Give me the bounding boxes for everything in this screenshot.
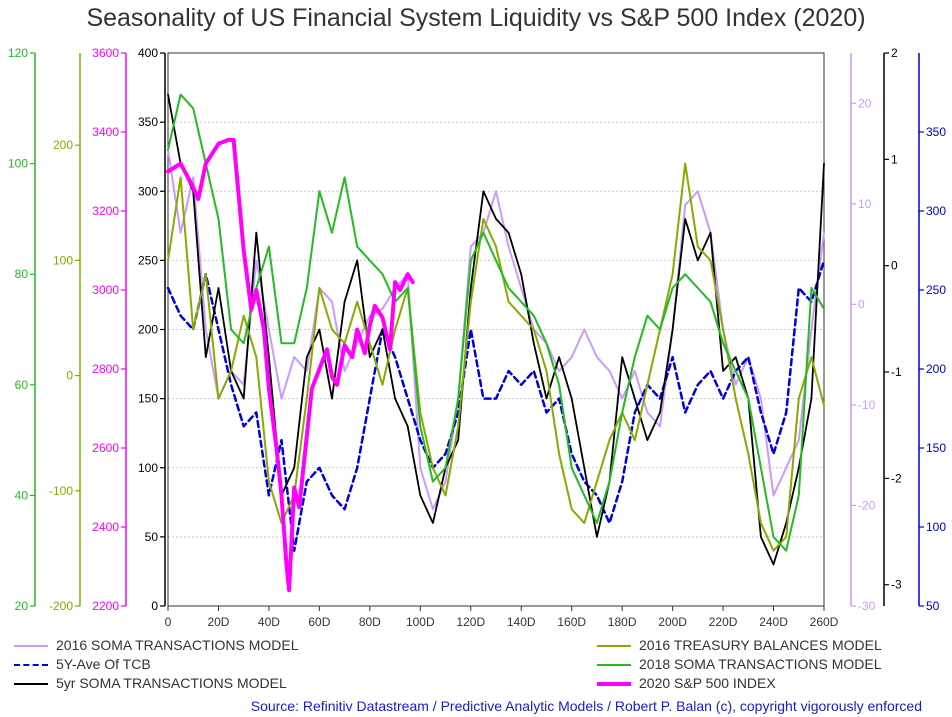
x-tick-label: 260D [810,615,839,629]
legend-item: 2016 SOMA TRANSACTIONS MODEL [14,636,298,655]
y-tick-label: 10 [858,197,872,211]
legend-item: 2016 TREASURY BALANCES MODEL [597,636,882,655]
legend-item: 5Y-Ave Of TCB [14,655,298,674]
x-tick-label: 80D [359,615,381,629]
y-tick-label: 20 [858,96,872,110]
y-tick-label: 150 [138,392,158,406]
y-tick-label: 80 [15,267,29,281]
legend-label: 2016 TREASURY BALANCES MODEL [639,637,882,653]
y-tick-label: 300 [926,204,946,218]
x-tick-label: 180D [608,615,637,629]
legend-label: 5yr SOMA TRANSACTIONS MODEL [56,675,287,691]
legend-swatch [597,663,631,666]
x-tick-label: 200D [658,615,687,629]
legend-right: 2016 TREASURY BALANCES MODEL 2018 SOMA TR… [597,636,882,693]
y-tick-label: 100 [138,461,158,475]
series-line-4 [167,93,825,552]
y-tick-label: 350 [138,115,158,129]
legend-left: 2016 SOMA TRANSACTIONS MODEL 5Y-Ave Of TC… [14,636,298,693]
y-tick-label: -100 [49,484,73,498]
y-tick-label: 40 [15,488,29,502]
y-tick-label: 120 [8,46,28,60]
series-line-1 [166,259,826,552]
x-tick-label: 0 [165,615,172,629]
y-tick-label: 100 [53,253,73,267]
y-tick-label: -3 [891,578,902,592]
chart-title: Seasonality of US Financial System Liqui… [86,4,866,32]
legend-label: 2018 SOMA TRANSACTIONS MODEL [639,656,882,672]
y-tick-label: 3400 [92,125,119,139]
legend-swatch [597,681,631,686]
y-tick-label: 3200 [92,204,119,218]
y-tick-label: 0 [891,259,898,273]
x-tick-label: 120D [456,615,485,629]
y-tick-label: -200 [49,599,73,613]
x-tick-label: 240D [759,615,788,629]
y-tick-label: 2400 [92,520,119,534]
y-tick-label: 150 [926,441,946,455]
legend-swatch [597,644,631,647]
legend-swatch [14,663,48,666]
legend-label: 2020 S&P 500 INDEX [639,675,776,691]
y-tick-label: -30 [858,599,876,613]
x-tick-label: 100D [406,615,435,629]
y-tick-label: -10 [858,398,876,412]
plot-frame [167,52,825,607]
x-tick-label: 160D [557,615,586,629]
x-tick-label: 60D [308,615,330,629]
y-tick-label: -1 [891,365,902,379]
x-tick-label: 20D [207,615,229,629]
y-tick-label: 50 [926,599,940,613]
y-tick-label: 3000 [92,283,119,297]
y-tick-label: -2 [891,471,902,485]
x-tick-label: 140D [507,615,536,629]
legend-item: 2020 S&P 500 INDEX [597,674,882,693]
y-tick-label: 2 [891,46,898,60]
y-tick-label: 3600 [92,46,119,60]
y-tick-label: 250 [138,253,158,267]
series-line-3 [167,162,825,552]
legend-swatch [14,644,48,647]
y-tick-label: 0 [858,297,865,311]
legend-item: 2018 SOMA TRANSACTIONS MODEL [597,655,882,674]
y-tick-label: 350 [926,125,946,139]
legend-item: 5yr SOMA TRANSACTIONS MODEL [14,674,298,693]
y-tick-label: 100 [8,157,28,171]
y-tick-label: 200 [53,138,73,152]
legend-swatch [14,682,48,685]
y-tick-label: 2200 [92,599,119,613]
x-tick-label: 220D [709,615,738,629]
y-tick-label: 100 [926,520,946,534]
y-tick-label: 60 [15,378,29,392]
x-tick-label: 40D [258,615,280,629]
y-tick-label: 50 [145,530,159,544]
y-tick-label: 1 [891,152,898,166]
series-line-5 [166,137,415,593]
y-tick-label: 2600 [92,441,119,455]
y-tick-label: -20 [858,498,876,512]
y-tick-label: 400 [138,46,158,60]
y-tick-label: 250 [926,283,946,297]
y-tick-label: 20 [15,599,29,613]
y-tick-label: 2800 [92,362,119,376]
y-tick-label: 200 [926,362,946,376]
y-tick-label: 0 [151,599,158,613]
series-line-0 [167,148,825,511]
y-tick-label: 300 [138,184,158,198]
legend-label: 2016 SOMA TRANSACTIONS MODEL [56,637,299,653]
legend-label: 5Y-Ave Of TCB [56,656,151,672]
y-tick-label: 200 [138,323,158,337]
source-note: Source: Refinitiv Datastream / Predictiv… [250,698,922,714]
y-tick-label: 0 [66,369,73,383]
